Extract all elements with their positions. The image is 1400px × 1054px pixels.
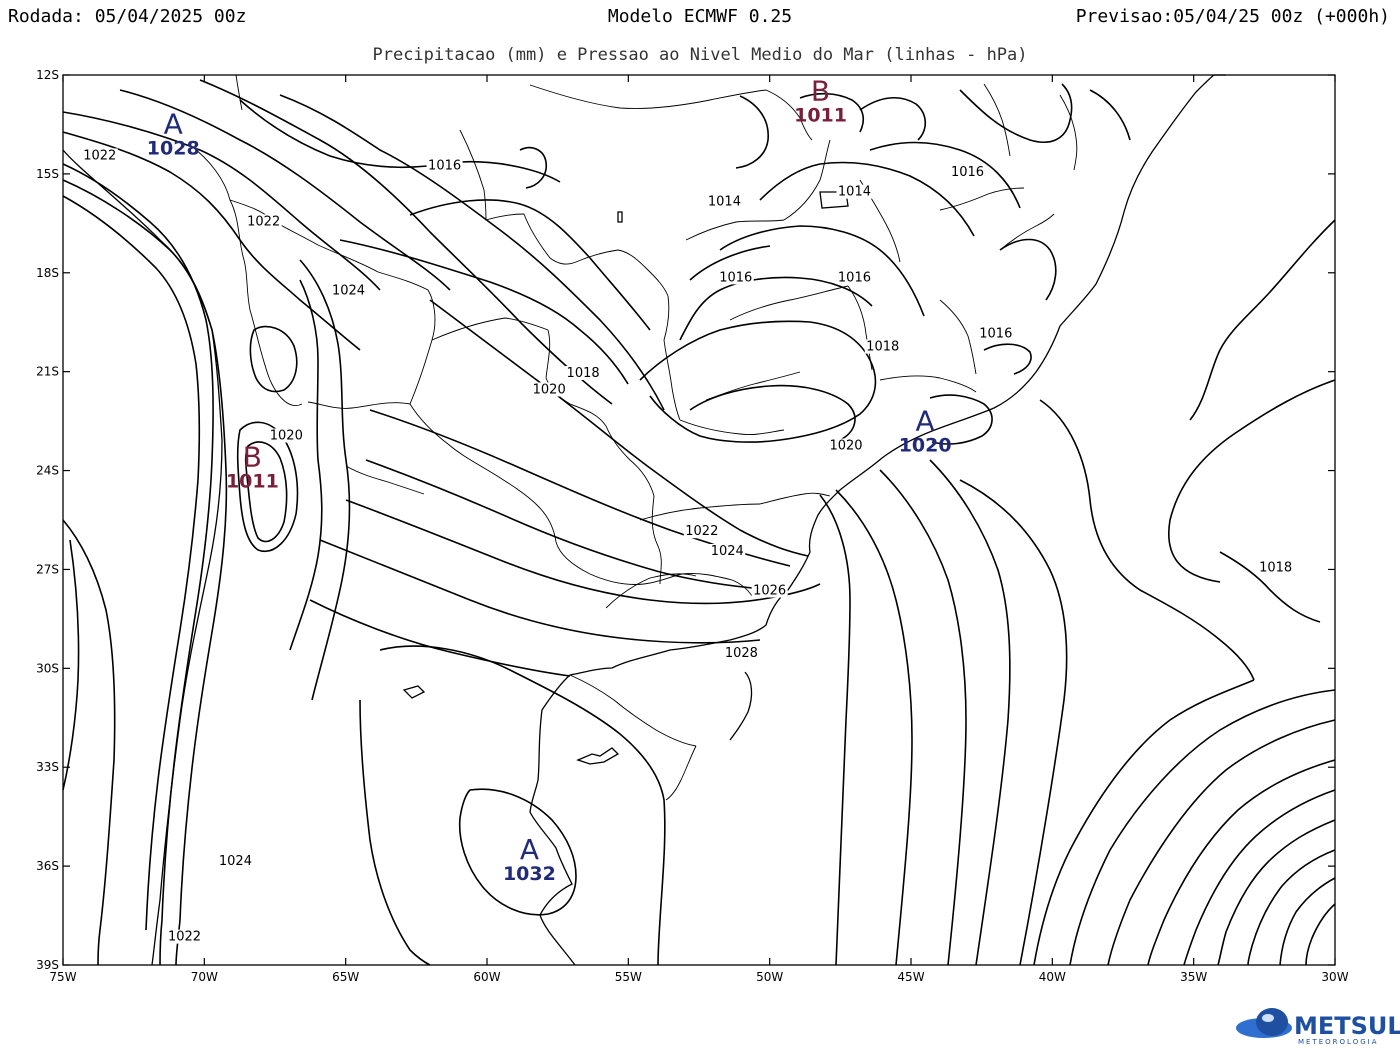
- low-pressure-letter: B: [243, 441, 262, 474]
- model-name: Modelo ECMWF 0.25: [607, 6, 793, 27]
- isobar-label-bg: [1257, 560, 1294, 575]
- isobar-label-bg: [723, 646, 760, 661]
- isobar-label-bg: [717, 270, 754, 285]
- lon-label: 65W: [332, 970, 359, 984]
- isobar-label: 1028: [725, 646, 758, 661]
- high-pressure-letter: A: [916, 404, 935, 437]
- high-pressure-value: 1028: [147, 138, 200, 160]
- high-pressure-letter: A: [164, 108, 183, 141]
- lat-label: 21S: [36, 365, 59, 379]
- high-pressure-value: 1020: [899, 434, 952, 456]
- isobar-label-bg: [827, 438, 864, 453]
- lon-label: 45W: [897, 970, 924, 984]
- isobar-label: 1018: [1259, 560, 1292, 575]
- country-borders: [189, 74, 1078, 801]
- lon-label: 70W: [191, 970, 218, 984]
- lat-label: 12S: [36, 68, 59, 82]
- isobar-label-bg: [751, 583, 788, 598]
- isobar-label-bg: [706, 194, 743, 209]
- isobar-label-bg: [81, 148, 118, 163]
- isobar-label-bg: [836, 270, 873, 285]
- isobar-label-bg: [836, 184, 873, 199]
- lat-label: 30S: [36, 661, 59, 675]
- lon-label: 75W: [49, 970, 76, 984]
- low-pressure-value: 1011: [794, 105, 847, 127]
- lon-label: 55W: [615, 970, 642, 984]
- isobar-label-bg: [217, 853, 254, 868]
- isobar-label-bg: [426, 158, 463, 173]
- lat-label: 39S: [36, 958, 59, 972]
- lon-label: 35W: [1180, 970, 1207, 984]
- isobar-label: 1020: [270, 429, 303, 444]
- map-subtitle: Precipitacao (mm) e Pressao ao Nivel Med…: [372, 45, 1028, 65]
- isobar-label-bg: [977, 326, 1014, 341]
- isobar-label-bg: [949, 164, 986, 179]
- lat-label: 36S: [36, 859, 59, 873]
- isobar-label-bg: [709, 543, 746, 558]
- isobar-label: 1022: [83, 148, 116, 163]
- isobar-label: 1018: [866, 340, 899, 355]
- isobar-label: 1024: [332, 284, 365, 299]
- isobar-label: 1022: [685, 524, 718, 539]
- forecast-time: Previsao:05/04/25 00z (+000h): [1075, 6, 1390, 27]
- isobar-label-bg: [268, 428, 305, 443]
- isobar-label-bg: [565, 365, 602, 380]
- isobar-label: 1016: [951, 165, 984, 180]
- isobar-labels: 1022 1016 1022 1024 1016 1016 1014 1014 1016 1016…: [81, 148, 1294, 945]
- low-pressure-value: 1011: [226, 471, 279, 493]
- lon-label: 60W: [473, 970, 500, 984]
- isobar-label: 1016: [719, 270, 752, 285]
- run-date: Rodada: 05/04/2025 00z: [8, 6, 247, 27]
- isobar-label: 1024: [711, 544, 744, 559]
- lat-label: 24S: [36, 464, 59, 478]
- globe-icon: [1236, 1008, 1292, 1038]
- isobar-label-bg: [245, 214, 282, 229]
- isobar-label: 1024: [219, 854, 252, 869]
- isobar-label: 1026: [753, 584, 786, 599]
- lat-label: 18S: [36, 266, 59, 280]
- low-pressure-letter: B: [811, 75, 830, 108]
- lon-label: 50W: [756, 970, 783, 984]
- lat-label: 27S: [36, 562, 59, 576]
- isobar-label-bg: [330, 283, 367, 298]
- isobar-label-bg: [531, 382, 568, 397]
- isobar-label: 1020: [533, 382, 566, 397]
- isobar-label: 1014: [838, 185, 871, 200]
- isobar-label: 1018: [567, 366, 600, 381]
- isobar-label: 1020: [829, 438, 862, 453]
- isobar-label: 1014: [708, 195, 741, 210]
- high-pressure-letter: A: [520, 833, 539, 866]
- isobar-label: 1016: [979, 326, 1012, 341]
- high-pressure-value: 1032: [503, 863, 556, 885]
- isobar-label: 1016: [838, 270, 871, 285]
- isobar-label-bg: [864, 339, 901, 354]
- lat-label: 33S: [36, 760, 59, 774]
- isobar-label: 1022: [247, 214, 280, 229]
- isobar-label-bg: [166, 929, 203, 944]
- lon-label: 40W: [1039, 970, 1066, 984]
- metsul-logo: METSUL METEOROLOGIA: [1232, 1004, 1400, 1050]
- isobars: [62, 79, 1336, 966]
- lon-label: 30W: [1321, 970, 1348, 984]
- isobar-label: 1016: [428, 158, 461, 173]
- isobar-label-bg: [683, 524, 720, 539]
- logo-subtext: METEOROLOGIA: [1298, 1038, 1379, 1046]
- lat-label: 15S: [36, 167, 59, 181]
- isobar-label: 1022: [168, 930, 201, 945]
- logo-text: METSUL: [1294, 1012, 1400, 1040]
